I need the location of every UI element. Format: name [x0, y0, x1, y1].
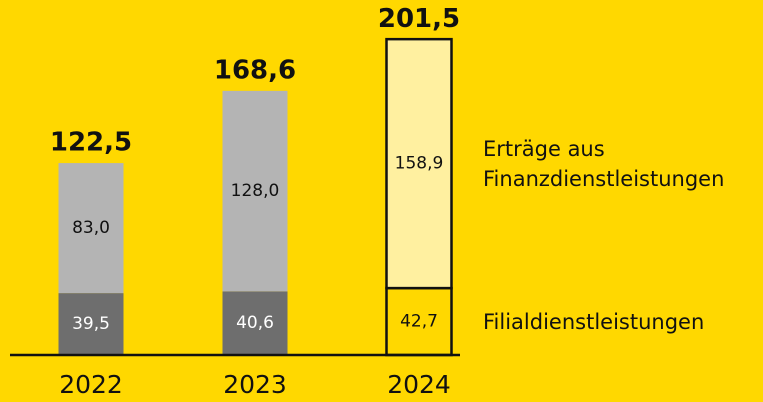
bar-segment — [222, 291, 288, 355]
value-label: 128,0 — [231, 181, 280, 201]
value-label: 42,7 — [400, 312, 438, 332]
legend-entry: Erträge aus Finanzdienstleistungen — [483, 136, 725, 191]
bar-segment — [222, 90, 288, 292]
value-label: 83,0 — [72, 218, 110, 238]
x-tick-label: 2024 — [387, 370, 451, 399]
value-label: 39,5 — [72, 314, 110, 334]
total-label: 201,5 — [378, 4, 460, 34]
value-label: 40,6 — [236, 313, 274, 333]
legend-entry: Filialdienstleistungen — [483, 309, 705, 334]
bar-segment — [385, 37, 453, 290]
value-label: 158,9 — [395, 154, 444, 174]
x-tick-label: 2023 — [223, 370, 287, 399]
total-label: 122,5 — [50, 128, 132, 158]
bar-segment — [385, 286, 453, 357]
total-label: 168,6 — [214, 55, 296, 85]
x-tick-label: 2022 — [59, 370, 123, 399]
bar-segment — [58, 293, 124, 355]
bar-segment — [58, 163, 124, 294]
